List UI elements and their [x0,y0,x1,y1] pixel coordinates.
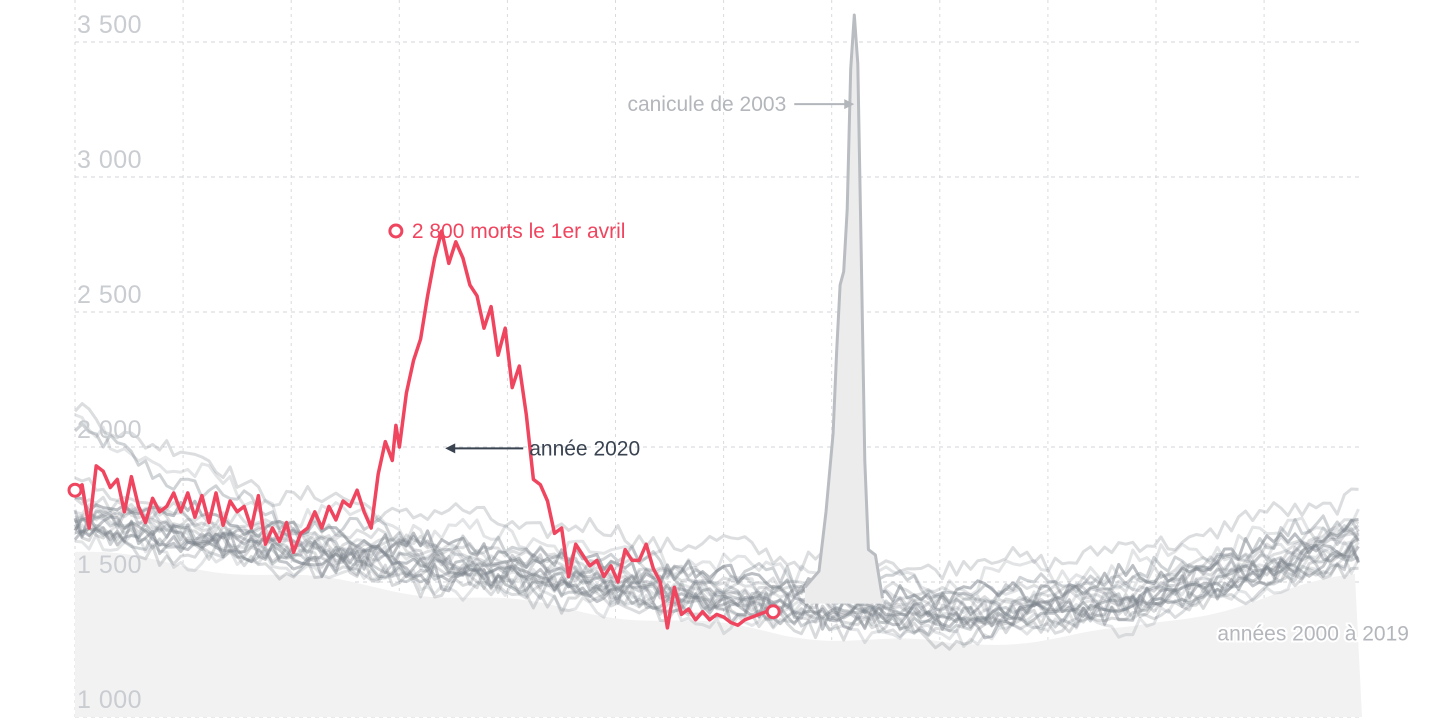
y-tick-label: 2 500 [77,281,142,309]
y-tick-label: 3 000 [77,146,142,174]
heatwave-line [803,13,884,599]
heatwave-area [804,15,883,604]
series-2020-line [73,229,775,630]
background-year-line [73,509,1360,637]
y-tick-label: 3 500 [77,11,142,39]
highlight-series-group [67,223,781,630]
background-year-line [74,523,1360,631]
annotation-heatwave-arrowhead [844,99,855,110]
series-2020-endpoint [765,604,781,620]
annotations: 2 800 morts le 1er avril année 2020 cani… [412,93,1411,647]
background-year-line [73,518,1360,632]
annotation-2020-arrowhead [445,443,456,454]
background-year-line [73,519,1360,640]
background-year-line [74,476,1360,638]
background-year-line [74,533,1360,649]
y-tick-label: 1 500 [77,551,142,579]
background-year-line [74,516,1360,633]
background-year-line [74,496,1359,609]
y-tick-label: 2 000 [77,416,142,444]
heatwave-series-group [803,13,884,604]
annotation-peak: 2 800 morts le 1er avril [412,220,626,243]
annotation-years-2000-2019: années 2000 à 2019 [1217,622,1409,645]
annotation-heatwave-2003: canicule de 2003 [627,93,786,116]
annotation-year-2020: année 2020 [529,437,640,460]
background-year-line [73,402,1359,581]
series-2020-endpoint [67,482,83,498]
y-tick-labels: 1 000 1 500 2 000 2 500 3 000 3 500 [77,11,142,714]
background-area [75,551,1362,717]
background-year-line [74,520,1360,623]
background-series-group [73,402,1362,717]
y-tick-label: 1 000 [77,686,142,714]
background-year-line [73,515,1360,629]
peak-marker [388,223,404,239]
